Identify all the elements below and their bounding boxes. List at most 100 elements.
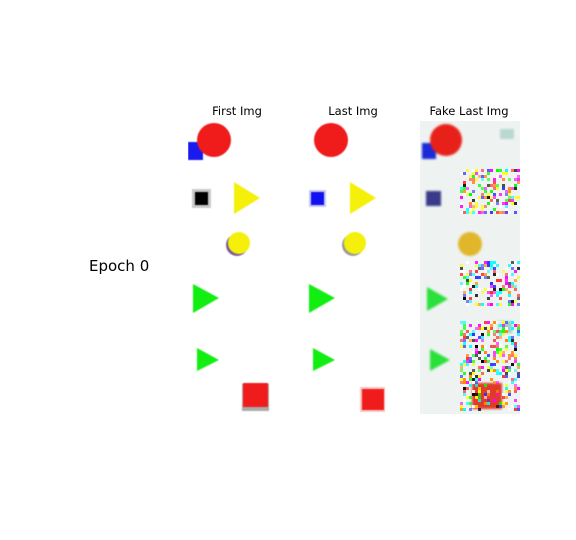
noise-pixel: [514, 342, 517, 345]
noise-pixel: [505, 375, 508, 378]
noise-pixel: [511, 169, 514, 172]
noise-pixel: [517, 405, 520, 408]
noise-pixel: [469, 175, 472, 178]
noise-pixel: [505, 387, 508, 390]
noise-pixel: [478, 390, 481, 393]
noise-pixel: [487, 169, 490, 172]
noise-pixel: [463, 276, 466, 279]
noise-pixel: [493, 181, 496, 184]
noise-pixel: [514, 369, 517, 372]
noise-pixel: [496, 291, 499, 294]
noise-pixel: [496, 279, 499, 282]
noise-pixel: [487, 276, 490, 279]
noise-pixel: [505, 169, 508, 172]
noise-pixel: [499, 321, 502, 324]
yellow-circle: [228, 232, 250, 254]
noise-pixel: [460, 402, 463, 405]
noise-pixel: [472, 169, 475, 172]
noise-pixel: [463, 363, 466, 366]
noise-pixel: [469, 279, 472, 282]
noise-pixel: [511, 184, 514, 187]
noise-pixel: [502, 333, 505, 336]
noise-pixel: [499, 372, 502, 375]
noise-pixel: [484, 402, 487, 405]
noise-pixel: [502, 396, 505, 399]
noise-pixel: [505, 279, 508, 282]
fake-last-img-canvas: [420, 121, 520, 414]
noise-pixel: [511, 354, 514, 357]
noise-pixel: [511, 378, 514, 381]
noise-pixel: [496, 211, 499, 214]
noise-pixel: [460, 321, 463, 324]
noise-pixel: [466, 282, 469, 285]
noise-pixel: [502, 187, 505, 190]
noise-pixel: [490, 267, 493, 270]
noise-pixel: [481, 178, 484, 181]
noise-pixel: [490, 261, 493, 264]
noise-pixel: [484, 321, 487, 324]
noise-pixel: [463, 193, 466, 196]
noise-pixel: [514, 399, 517, 402]
noise-pixel: [505, 360, 508, 363]
noise-pixel: [460, 190, 463, 193]
noise-pixel: [472, 330, 475, 333]
noise-pixel: [502, 202, 505, 205]
noise-pixel: [475, 339, 478, 342]
noise-pixel: [484, 393, 487, 396]
noise-pixel: [493, 381, 496, 384]
noise-pixel: [505, 345, 508, 348]
noise-pixel: [487, 366, 490, 369]
noise-pixel: [493, 285, 496, 288]
noise-pixel: [475, 393, 478, 396]
noise-pixel: [472, 360, 475, 363]
noise-pixel: [499, 169, 502, 172]
noise-pixel: [460, 330, 463, 333]
noise-pixel: [508, 285, 511, 288]
noise-pixel: [514, 285, 517, 288]
epoch-label: Epoch 0: [89, 257, 150, 275]
noise-pixel: [475, 345, 478, 348]
noise-pixel: [472, 181, 475, 184]
noise-pixel: [469, 202, 472, 205]
noise-pixel: [484, 357, 487, 360]
noise-pixel: [460, 187, 463, 190]
noise-pixel: [475, 202, 478, 205]
noise-pixel: [490, 211, 493, 214]
noise-pixel: [493, 199, 496, 202]
noise-pixel: [475, 276, 478, 279]
noise-pixel: [472, 351, 475, 354]
noise-pixel: [463, 297, 466, 300]
noise-pixel: [487, 330, 490, 333]
noise-pixel: [517, 196, 520, 199]
noise-pixel: [514, 288, 517, 291]
noise-pixel: [481, 336, 484, 339]
noise-pixel: [508, 300, 511, 303]
noise-pixel: [487, 396, 490, 399]
noise-pixel: [496, 330, 499, 333]
yellow-triangle: [350, 182, 376, 214]
noise-pixel: [460, 267, 463, 270]
noise-pixel: [478, 276, 481, 279]
noise-pixel: [487, 369, 490, 372]
noise-pixel: [475, 264, 478, 267]
noise-pixel: [514, 187, 517, 190]
noise-pixel: [478, 393, 481, 396]
noise-pixel: [496, 351, 499, 354]
noise-pixel: [466, 169, 469, 172]
noise-pixel: [508, 178, 511, 181]
noise-pixel: [475, 384, 478, 387]
noise-pixel: [511, 187, 514, 190]
noise-pixel: [463, 327, 466, 330]
noise-pixel: [496, 393, 499, 396]
noise-pixel: [508, 336, 511, 339]
last-img-canvas: [309, 123, 385, 412]
noise-pixel: [508, 294, 511, 297]
noise-pixel: [478, 378, 481, 381]
noise-pixel: [499, 405, 502, 408]
noise-pixel: [484, 196, 487, 199]
noise-pixel: [463, 321, 466, 324]
noise-pixel: [493, 294, 496, 297]
noise-pixel: [481, 348, 484, 351]
noise-pixel: [499, 354, 502, 357]
noise-pixel: [505, 267, 508, 270]
